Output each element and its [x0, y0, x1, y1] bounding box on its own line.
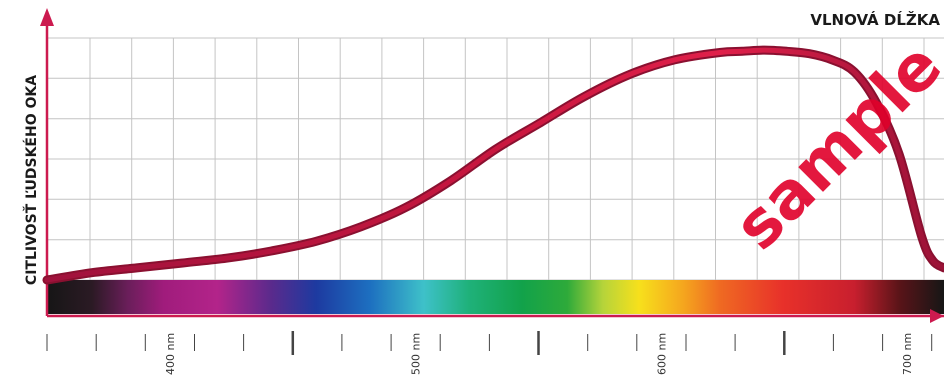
- x-tick-label: 700 nm: [901, 333, 914, 375]
- color-spectrum-band: [47, 280, 944, 314]
- x-axis-title: VLNOVÁ DĹŽKA: [810, 10, 940, 29]
- x-tick-label: 400 nm: [164, 333, 177, 375]
- y-axis-arrow-icon: [40, 8, 54, 26]
- x-axis-arrow-icon: [930, 309, 944, 323]
- x-axis-ticks: 400 nm 500 nm 600 nm 700 nm: [46, 331, 933, 375]
- y-axis-title: CITLIVOSŤ ĽUDSKÉHO OKA: [22, 75, 40, 285]
- sensitivity-curve: [42, 45, 944, 285]
- axes: [40, 8, 944, 323]
- x-tick-label: 500 nm: [410, 333, 423, 375]
- x-tick-label: 600 nm: [655, 333, 668, 375]
- series-line-0: [44, 47, 944, 283]
- grid-lines: [47, 37, 944, 281]
